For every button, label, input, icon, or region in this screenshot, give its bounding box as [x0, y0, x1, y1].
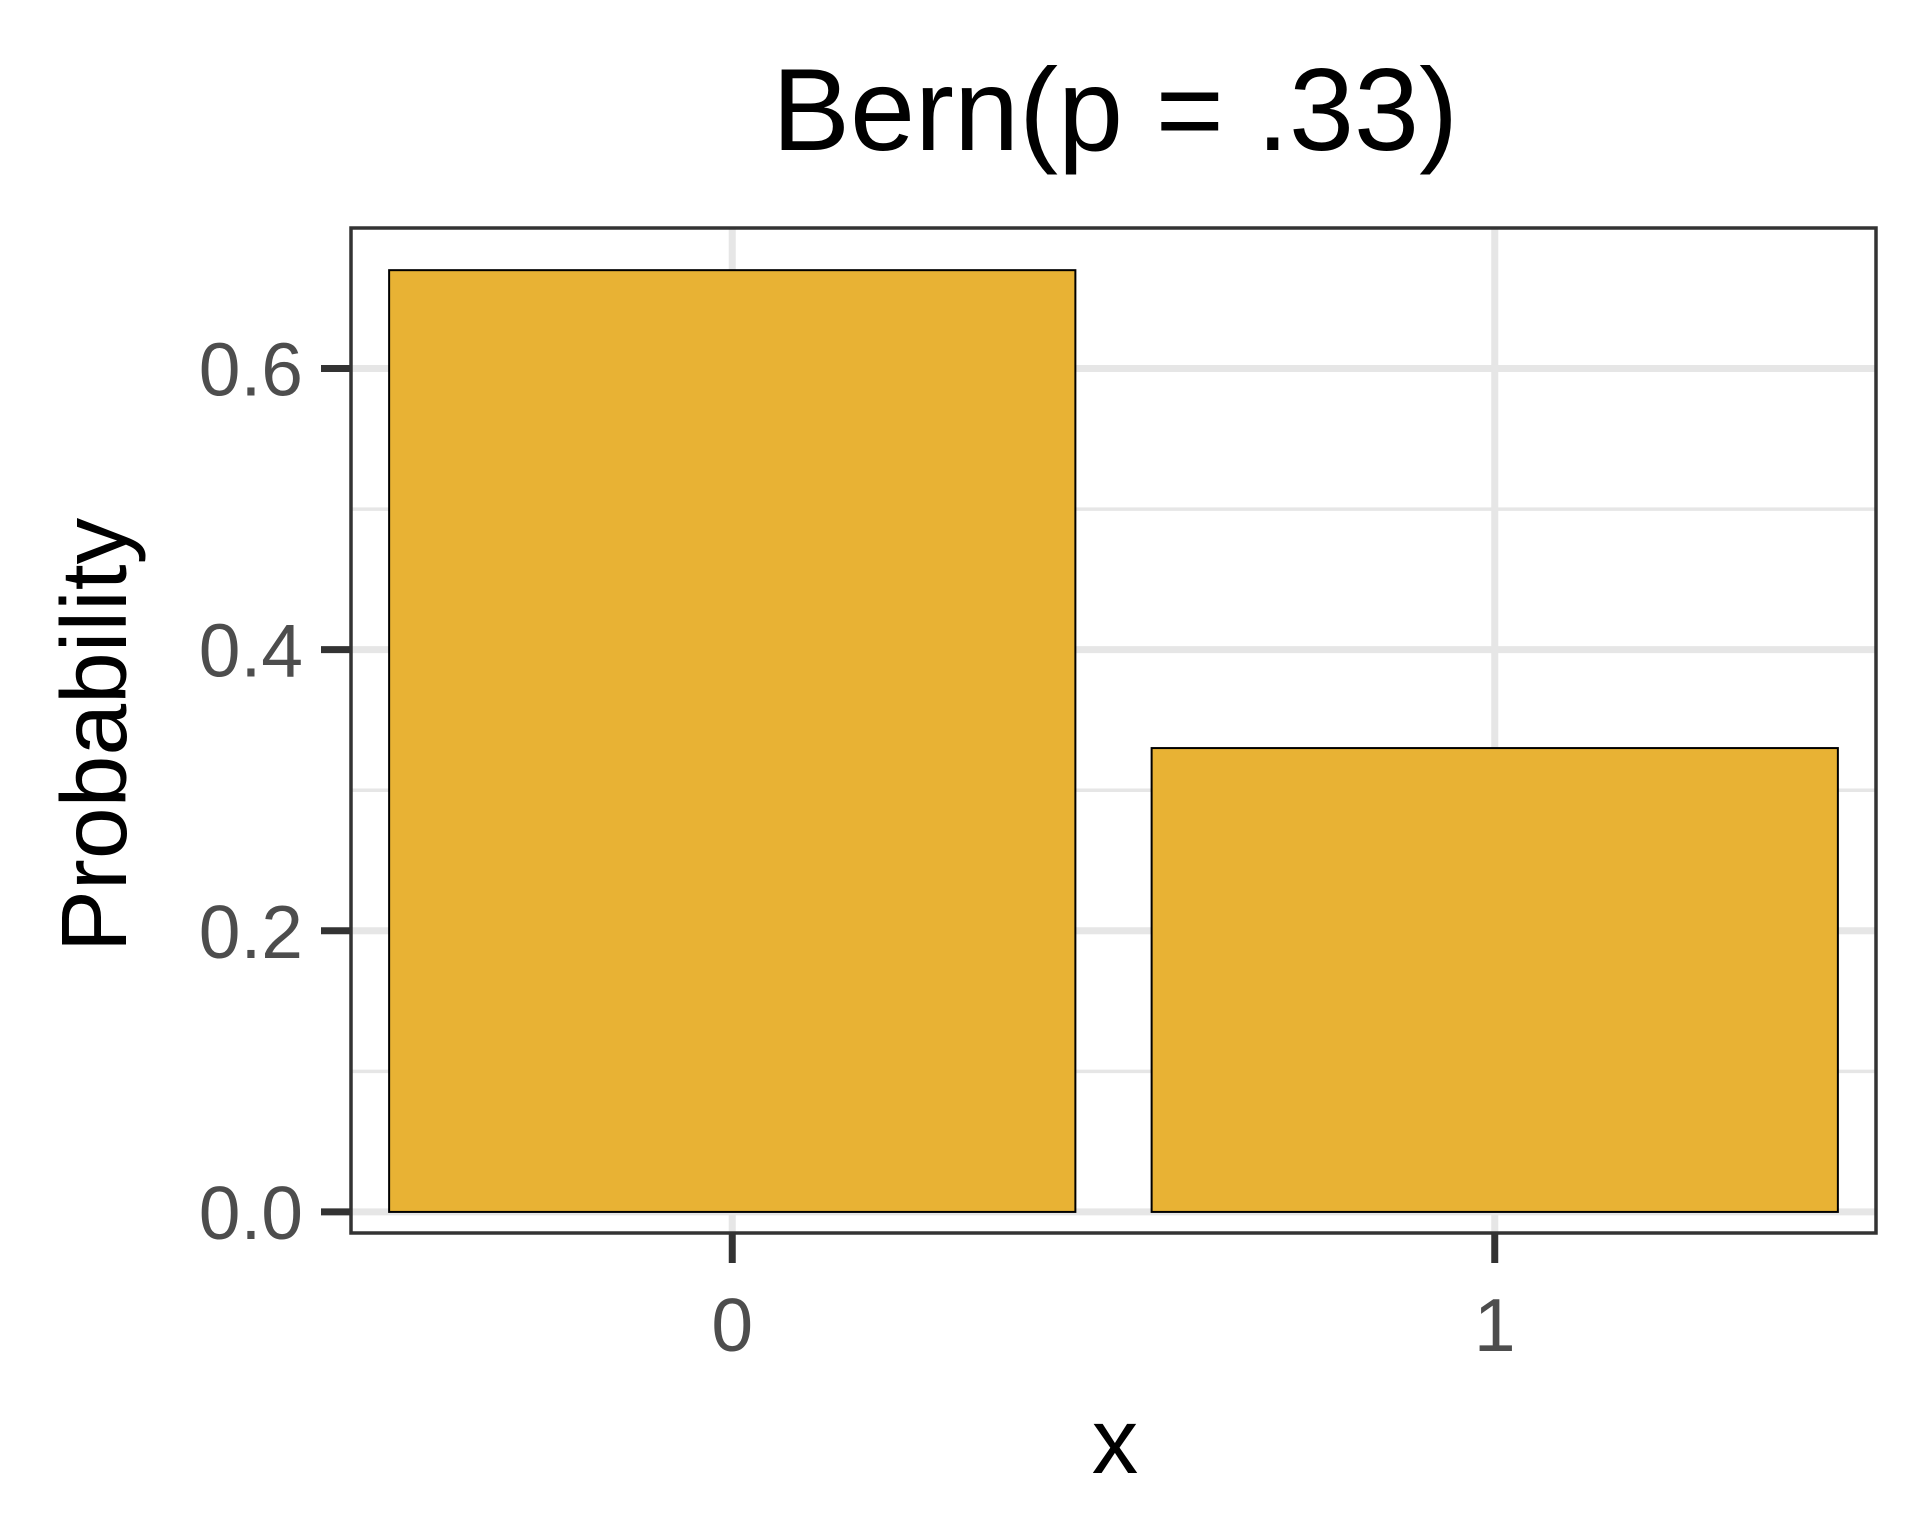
y-tick-label: 0.6	[199, 328, 303, 412]
plot-area	[349, 226, 1878, 1235]
y-axis-title: Probability	[42, 517, 146, 952]
bar-0	[388, 269, 1077, 1213]
chart-title: Bern(p = .33)	[772, 44, 1458, 175]
x-tick-label: 1	[1474, 1283, 1516, 1367]
y-tick-label: 0.2	[199, 890, 303, 974]
y-axis: 0.0 0.2 0.4 0.6	[199, 328, 351, 1255]
bars	[388, 269, 1839, 1213]
bar-1	[1150, 747, 1839, 1213]
x-tick-label: 0	[711, 1283, 753, 1367]
panel-border	[349, 226, 1878, 1235]
y-tick-label: 0.4	[199, 609, 303, 693]
y-tick-label: 0.0	[199, 1171, 303, 1255]
x-axis-title: x	[1092, 1389, 1139, 1493]
